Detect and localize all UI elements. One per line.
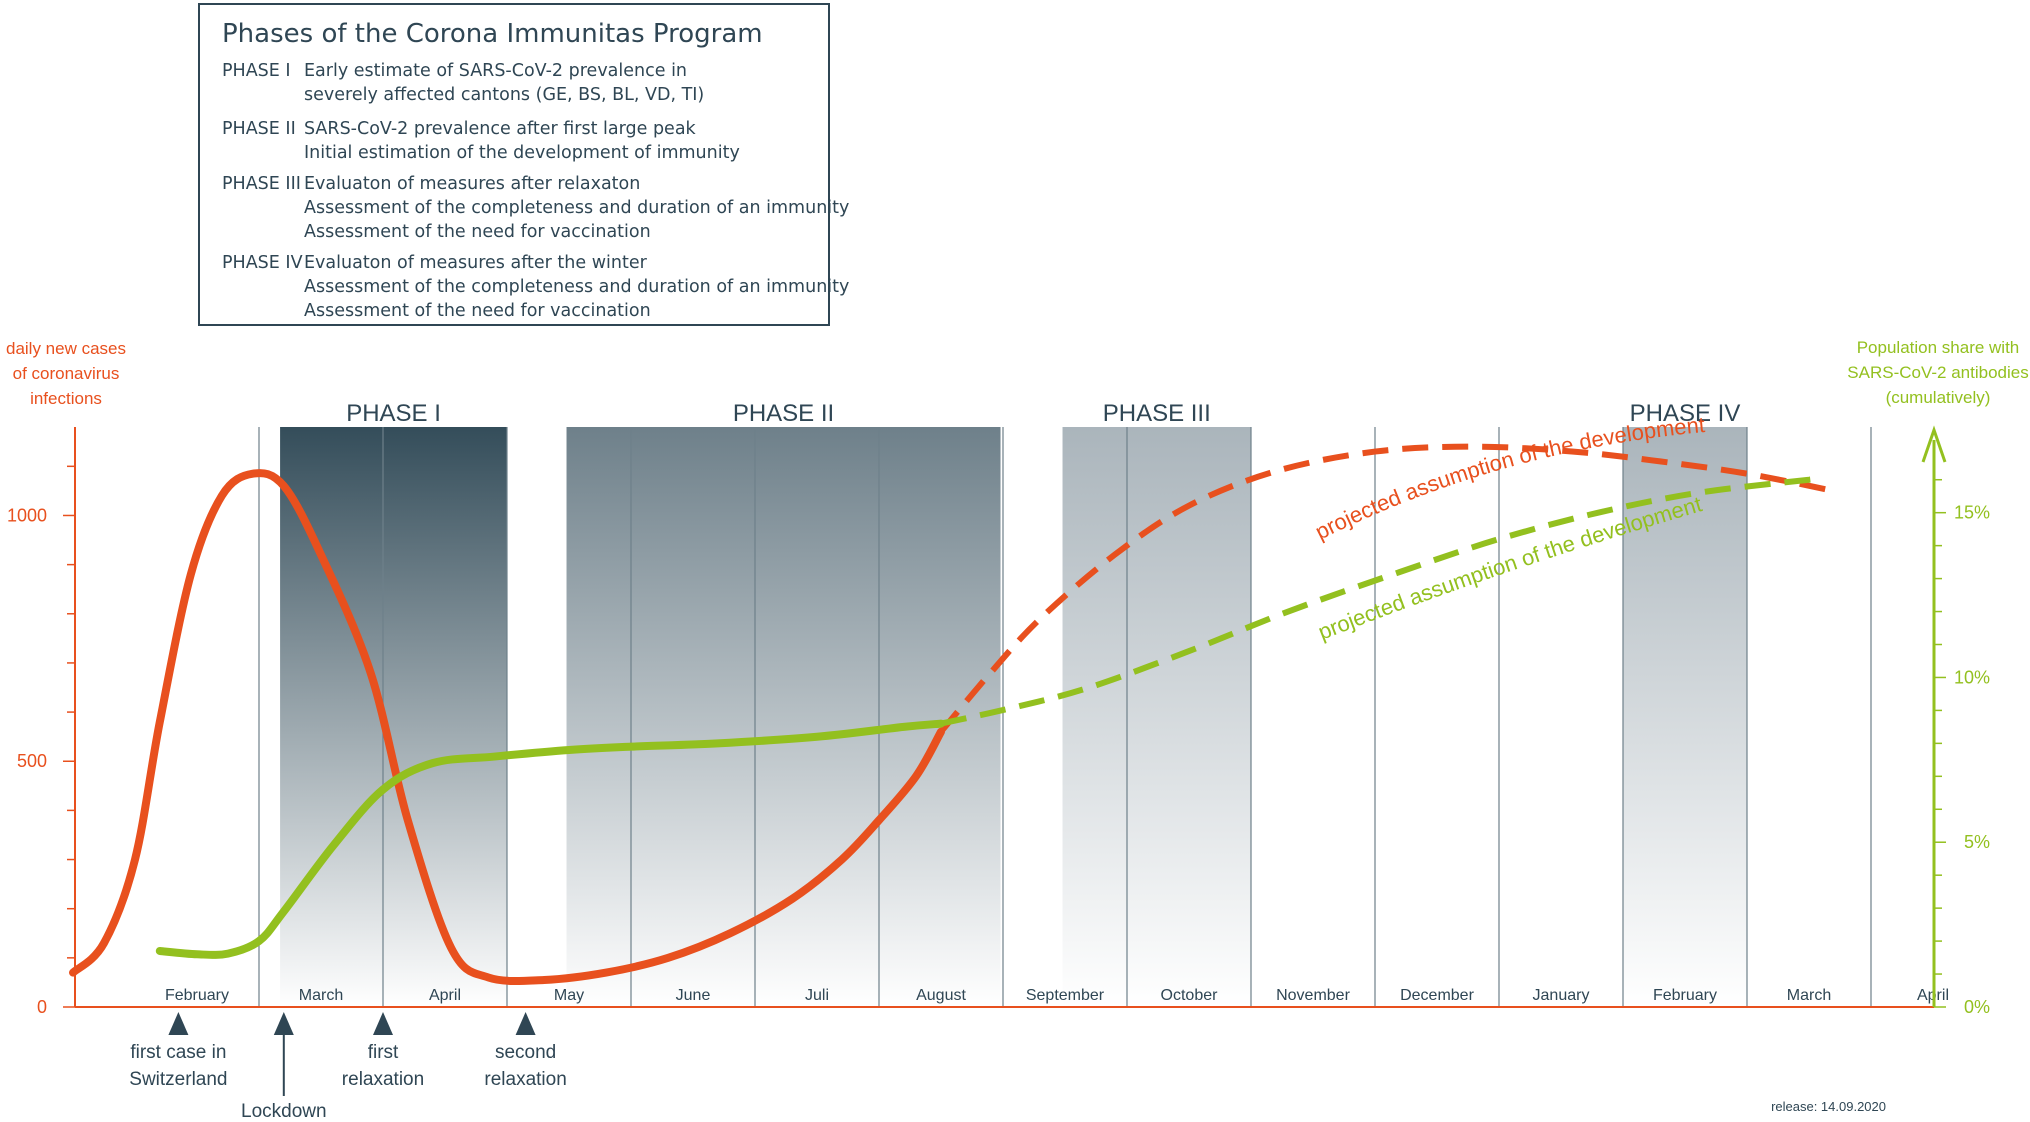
- right-axis-tick-label: 15%: [1954, 503, 1990, 523]
- event-marker-3: [373, 1012, 393, 1035]
- event-marker-1: [168, 1012, 189, 1035]
- right-axis-tick-label: 5%: [1964, 832, 1990, 852]
- legend-phase-line: Assessment of the need for vaccination: [304, 301, 651, 321]
- event-label: relaxation: [484, 1069, 566, 1090]
- series-lines: [69, 443, 1835, 986]
- cases-projected-line: [938, 443, 1835, 734]
- left-axis-tick-label: 500: [17, 751, 47, 771]
- event-label: first: [368, 1042, 399, 1063]
- phase-band-2: [566, 427, 1001, 1007]
- phase-band-3: [1062, 427, 1251, 1007]
- month-label: February: [165, 987, 229, 1004]
- month-label: April: [429, 987, 461, 1004]
- right-axis-title: SARS-CoV-2 antibodies: [1847, 363, 2028, 382]
- event-label: Switzerland: [129, 1069, 227, 1090]
- month-label: February: [1653, 987, 1717, 1004]
- right-axis-title: Population share with: [1857, 338, 2020, 357]
- legend-phase-line: SARS-CoV-2 prevalence after first large …: [304, 119, 696, 139]
- antibodies-line: [155, 719, 945, 959]
- legend-phase-line: Early estimate of SARS-CoV-2 prevalence …: [304, 61, 688, 81]
- phase-bands: PHASE I PHASE II PHASE III PHASE IV: [280, 400, 1747, 1007]
- legend-phase-label: PHASE II: [222, 119, 296, 139]
- legend-phase-line: Assessment of the need for vaccination: [304, 222, 651, 242]
- legend-phase-line: severely affected cantons (GE, BS, BL, V…: [304, 85, 705, 105]
- month-label: November: [1276, 987, 1350, 1004]
- month-label: Juli: [805, 987, 829, 1004]
- phase-label-2: PHASE II: [733, 400, 834, 427]
- phase-label-3: PHASE III: [1103, 400, 1211, 427]
- left-axis-title: daily new cases: [6, 339, 126, 358]
- legend-phase-line: Assessment of the completeness and durat…: [304, 277, 850, 297]
- month-label: May: [554, 987, 584, 1004]
- left-axis-title: infections: [30, 389, 102, 408]
- legend-phase-line: Evaluaton of measures after relaxaton: [304, 174, 641, 194]
- phase-label-4: PHASE IV: [1630, 400, 1741, 427]
- legend-phase-line: Evaluaton of measures after the winter: [304, 253, 647, 273]
- legend-phase-4: PHASE IV Evaluaton of measures after the…: [222, 251, 849, 323]
- left-axis-title: of coronavirus: [13, 364, 120, 383]
- month-label: June: [676, 987, 711, 1004]
- phase-label-1: PHASE I: [346, 400, 441, 427]
- right-axis-arrow: [1921, 425, 1947, 463]
- axis-labels: 0 500 1000 daily new cases of coronavirus inf…: [6, 338, 2029, 1122]
- event-label: Lockdown: [241, 1101, 327, 1122]
- event-label: first case in: [130, 1042, 226, 1063]
- month-label: September: [1026, 987, 1105, 1004]
- legend-phase-3: PHASE III Evaluaton of measures after re…: [222, 172, 849, 244]
- event-label: second: [495, 1042, 556, 1063]
- month-grid: February March April May June Juli August Septe…: [165, 427, 1949, 1007]
- cases-line: [69, 469, 945, 986]
- month-label: March: [1787, 987, 1831, 1004]
- event-marker-2: [273, 1012, 294, 1035]
- legend-phase-line: Assessment of the completeness and durat…: [304, 198, 850, 218]
- legend-phase-1: PHASE I Early estimate of SARS-CoV-2 pre…: [222, 59, 704, 107]
- month-label: August: [916, 987, 966, 1004]
- month-label: December: [1400, 987, 1474, 1004]
- axes: [63, 425, 1947, 1008]
- month-label: March: [299, 987, 343, 1004]
- legend-phase-2: PHASE II SARS-CoV-2 prevalence after fir…: [222, 117, 740, 165]
- right-axis-title: (cumulatively): [1886, 388, 1991, 407]
- legend-phase-label: PHASE III: [222, 174, 301, 194]
- antibodies-projected-line: [940, 475, 1821, 727]
- right-axis-tick-label: 10%: [1954, 667, 1990, 687]
- month-label: January: [1533, 987, 1590, 1004]
- phase-band-1: [280, 427, 507, 1007]
- legend-phase-label: PHASE IV: [222, 253, 303, 273]
- right-axis-tick-label: 0%: [1964, 997, 1990, 1017]
- left-axis-tick-label: 1000: [7, 505, 47, 525]
- event-label: relaxation: [342, 1069, 424, 1090]
- legend-phase-label: PHASE I: [222, 61, 291, 81]
- left-axis-tick-label: 0: [37, 997, 47, 1017]
- phases-legend: Phases of the Corona Immunitas Program P…: [198, 3, 849, 326]
- release-note: release: 14.09.2020: [1771, 1099, 1886, 1114]
- month-label: October: [1161, 987, 1219, 1004]
- phase-band-4: [1623, 427, 1747, 1007]
- legend-title: Phases of the Corona Immunitas Program: [222, 19, 763, 49]
- event-marker-4: [515, 1012, 536, 1035]
- legend-phase-line: Initial estimation of the development of…: [304, 143, 740, 163]
